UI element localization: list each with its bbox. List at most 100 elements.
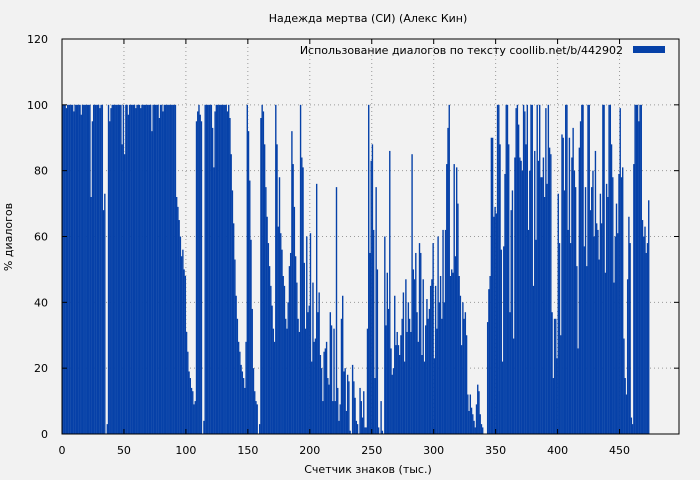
bar: [477, 384, 479, 434]
bar: [349, 430, 351, 434]
bar: [520, 160, 522, 434]
bar: [158, 118, 161, 434]
bar: [468, 410, 470, 434]
bar: [261, 104, 263, 434]
bar: [115, 104, 117, 434]
bar: [81, 104, 84, 434]
bar: [256, 404, 258, 434]
bar: [252, 368, 255, 434]
bar: [338, 420, 340, 434]
bar: [184, 276, 187, 434]
bar: [522, 104, 525, 434]
bar: [516, 104, 519, 434]
chart-title: Надежда мертва (СИ) (Алекс Кин): [269, 12, 468, 25]
bar: [313, 341, 315, 434]
bar: [614, 236, 616, 434]
bar: [625, 394, 628, 434]
bar: [618, 173, 620, 435]
bar: [308, 305, 310, 434]
bar: [501, 361, 504, 434]
bar: [159, 104, 162, 434]
bar: [297, 318, 299, 434]
bar: [480, 424, 483, 434]
bar: [177, 206, 179, 434]
bar: [408, 318, 411, 434]
y-tick-label: 80: [34, 165, 48, 178]
bar: [411, 154, 413, 435]
bar: [76, 104, 79, 434]
bar: [598, 259, 600, 434]
bar: [180, 256, 183, 434]
bar: [369, 252, 371, 434]
bar: [638, 121, 640, 435]
bar: [183, 269, 185, 434]
bar: [594, 150, 597, 434]
bar: [619, 108, 621, 434]
bar: [189, 378, 192, 434]
bar: [282, 276, 284, 434]
bar: [489, 276, 491, 434]
bar: [63, 104, 65, 434]
bar: [65, 108, 68, 434]
bar: [407, 302, 410, 434]
bar: [251, 308, 253, 434]
bar: [346, 374, 349, 434]
bar: [421, 355, 423, 434]
bar: [83, 104, 85, 434]
bar: [342, 295, 344, 434]
bar: [110, 108, 112, 434]
bar: [121, 144, 123, 435]
bar: [260, 118, 262, 434]
bar: [178, 220, 180, 434]
bar: [503, 246, 505, 434]
bar: [214, 111, 216, 435]
bar: [422, 279, 424, 434]
bar: [427, 318, 429, 434]
bar: [133, 104, 136, 434]
bar: [154, 104, 157, 434]
bar: [500, 249, 502, 434]
bar: [609, 104, 612, 434]
bar: [315, 183, 318, 434]
bar: [322, 401, 324, 434]
bar: [314, 338, 317, 434]
bar: [488, 289, 490, 434]
bar: [387, 308, 390, 434]
x-tick-label: 50: [117, 444, 131, 457]
bar: [327, 378, 329, 434]
bar: [225, 104, 227, 434]
bar: [525, 144, 527, 435]
bar: [438, 302, 441, 434]
bar: [210, 104, 213, 434]
bar: [527, 229, 530, 434]
bar: [236, 318, 239, 434]
bar: [603, 104, 605, 434]
bar: [443, 302, 445, 434]
bar: [116, 104, 118, 434]
bar: [348, 381, 350, 434]
bar: [416, 312, 418, 434]
bar: [138, 104, 141, 434]
x-axis-label: Счетчик знаков (тыс.): [304, 463, 432, 476]
bar: [229, 118, 231, 434]
bar: [343, 371, 345, 434]
bar: [455, 167, 458, 434]
bar: [179, 236, 182, 434]
bar: [339, 404, 341, 434]
bar: [142, 104, 144, 434]
bar: [562, 137, 564, 434]
bar: [185, 331, 188, 434]
bar: [405, 279, 407, 434]
bar: [106, 424, 108, 434]
bar: [542, 157, 545, 434]
bar: [462, 302, 464, 434]
bar: [579, 121, 582, 435]
bar: [294, 256, 297, 434]
bar: [508, 144, 510, 435]
bar: [107, 104, 110, 434]
bar: [122, 104, 125, 434]
bar: [547, 104, 550, 434]
bar: [384, 236, 386, 434]
bar: [597, 229, 599, 434]
bar: [311, 361, 313, 434]
